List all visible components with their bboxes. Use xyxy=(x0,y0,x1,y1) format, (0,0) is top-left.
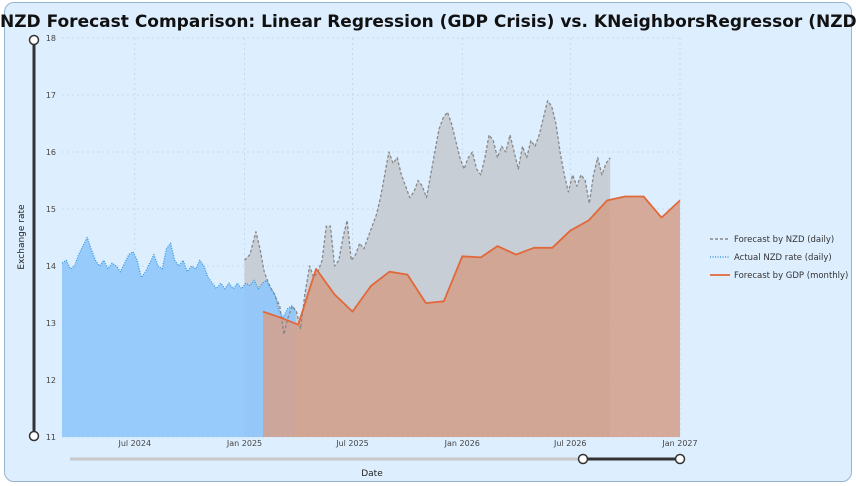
x-axis-label: Date xyxy=(361,469,383,479)
y-slider-handle-top xyxy=(28,34,40,46)
x-slider-handle-right xyxy=(674,453,686,465)
y-tick-label: 18 xyxy=(46,34,56,43)
legend-label: Actual NZD rate (daily) xyxy=(734,253,832,263)
series-lines xyxy=(61,100,681,336)
y-tick-label: 11 xyxy=(46,433,56,442)
series-area xyxy=(62,237,296,437)
x-tick-label: Jul 2026 xyxy=(553,439,587,448)
y-range-slider[interactable] xyxy=(28,34,40,442)
x-tick-label: Jan 2026 xyxy=(444,439,480,448)
chart-title: NZD Forecast Comparison: Linear Regressi… xyxy=(0,12,856,32)
x-tick-label: Jan 2025 xyxy=(226,439,262,448)
x-tick-label: Jan 2027 xyxy=(661,439,697,448)
y-tick-label: 15 xyxy=(46,205,56,214)
x-range-slider[interactable] xyxy=(70,453,686,465)
x-slider-handle-left xyxy=(577,453,589,465)
x-tick-label: Jul 2024 xyxy=(117,439,151,448)
y-tick-label: 17 xyxy=(46,91,56,100)
y-tick-label: 12 xyxy=(46,376,56,385)
y-axis-label: Exchange rate xyxy=(17,204,27,270)
x-tick-label: Jul 2025 xyxy=(335,439,369,448)
y-slider-handle-bottom xyxy=(28,430,40,442)
series-area xyxy=(263,196,680,437)
y-tick-label: 16 xyxy=(46,148,56,157)
series-areas xyxy=(62,100,680,437)
series-line xyxy=(244,100,611,336)
legend: Forecast by NZD (daily) Actual NZD rate (… xyxy=(710,235,848,281)
y-tick-label: 14 xyxy=(46,262,56,271)
legend-label: Forecast by GDP (monthly) xyxy=(734,271,848,281)
legend-label: Forecast by NZD (daily) xyxy=(734,235,834,245)
x-axis: Jul 2024 Jan 2025 Jul 2025 Jan 2026 Jul 2026… xyxy=(117,439,697,448)
series-line xyxy=(262,195,681,326)
y-axis: 11 12 13 14 15 16 17 18 xyxy=(46,34,56,442)
y-tick-label: 13 xyxy=(46,319,56,328)
